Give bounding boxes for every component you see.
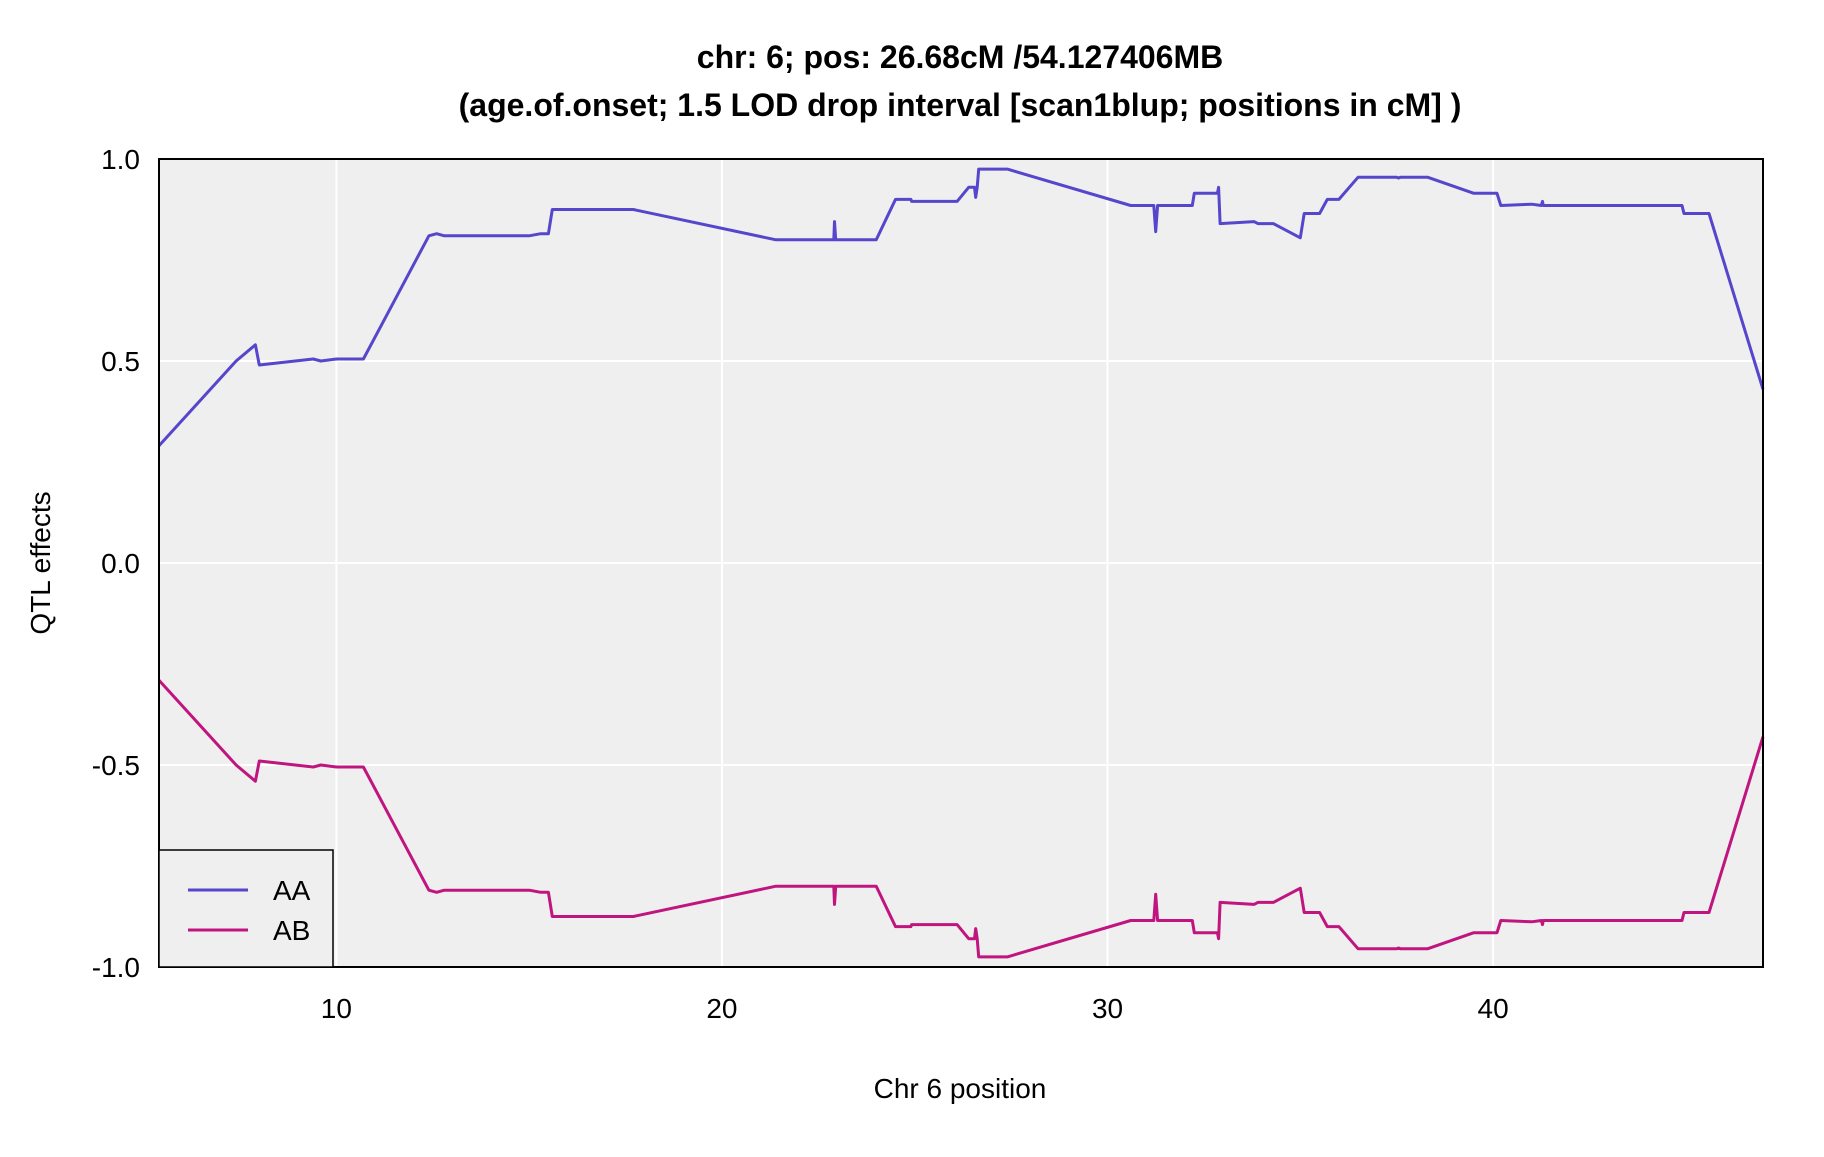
- y-axis-ticks: 1.0 0.5 0.0 -0.5 -1.0: [92, 144, 140, 983]
- x-axis-ticks: 10 20 30 40: [321, 993, 1509, 1024]
- chart-title-line2: (age.of.onset; 1.5 LOD drop interval [sc…: [459, 87, 1462, 123]
- plot-frame: [158, 158, 1764, 968]
- legend-label-ab: AB: [273, 915, 310, 946]
- y-axis-label: QTL effects: [25, 491, 56, 634]
- x-tick-label: 10: [321, 993, 352, 1024]
- legend-label-aa: AA: [273, 875, 311, 906]
- y-tick-label: -1.0: [92, 952, 140, 983]
- series-line-ab: [157, 679, 1765, 959]
- y-tick-label: 0.5: [101, 346, 140, 377]
- x-axis-label: Chr 6 position: [874, 1073, 1047, 1104]
- y-tick-label: -0.5: [92, 750, 140, 781]
- y-tick-label: 0.0: [101, 548, 140, 579]
- y-tick-label: 1.0: [101, 144, 140, 175]
- x-tick-label: 30: [1092, 993, 1123, 1024]
- x-tick-label: 20: [706, 993, 737, 1024]
- chart-title-line1: chr: 6; pos: 26.68cM /54.127406MB: [697, 39, 1223, 75]
- series-line-aa: [157, 167, 1765, 447]
- series-lines: [157, 167, 1765, 959]
- x-tick-label: 40: [1478, 993, 1509, 1024]
- legend-box: [158, 849, 334, 968]
- legend: AA AB: [158, 849, 334, 968]
